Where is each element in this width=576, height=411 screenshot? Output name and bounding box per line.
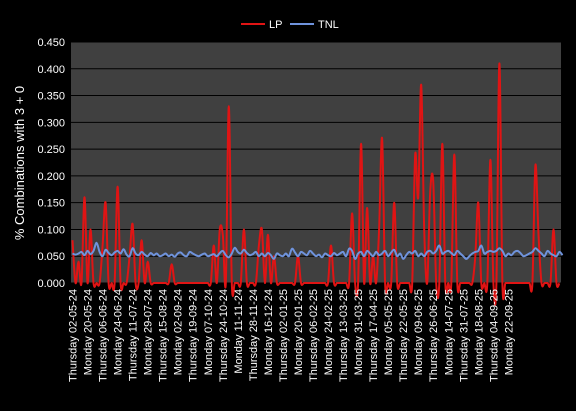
y-axis: 0.000 0.050 0.100 0.150 0.200 0.250 0.300 0.350… <box>37 37 65 290</box>
legend-label-tnl: TNL <box>318 19 339 31</box>
y-tick-label: 0.000 <box>37 278 65 290</box>
x-tick-label: Monday 18-08-25 <box>473 289 485 375</box>
x-tick-label: Thursday 19-09-24 <box>188 289 200 382</box>
x-tick-label: Monday 07-10-24 <box>203 289 215 375</box>
x-tick-label: Thursday 04-09-25 <box>488 289 500 382</box>
x-tick-label: Monday 22-09-25 <box>503 289 515 375</box>
x-tick-label: Thursday 13-03-25 <box>338 289 350 382</box>
x-tick-label: Thursday 31-07-25 <box>458 289 470 382</box>
x-tick-label: Monday 02-09-24 <box>173 289 185 375</box>
x-tick-label: Thursday 24-10-24 <box>218 289 230 382</box>
x-tick-label: Monday 16-12-24 <box>263 289 275 375</box>
x-tick-label: Thursday 26-06-25 <box>428 289 440 382</box>
y-tick-label: 0.350 <box>37 91 65 103</box>
x-tick-label: Thursday 28-11-24 <box>248 289 260 381</box>
series-group <box>71 62 564 306</box>
legend-label-lp: LP <box>269 19 282 31</box>
series-line-lp <box>71 62 561 306</box>
y-tick-label: 0.100 <box>37 224 65 236</box>
y-axis-label: % Combinations with 3 + 0 <box>12 86 27 240</box>
x-tick-label: Thursday 06-06-24 <box>98 289 110 382</box>
x-tick-label: Thursday 17-04-25 <box>368 289 380 382</box>
x-tick-label: Thursday 15-08-24 <box>158 289 170 382</box>
series-line-tnl <box>72 241 564 260</box>
y-tick-label: 0.400 <box>37 64 65 76</box>
x-tick-label: Monday 11-11-24 <box>233 289 245 374</box>
x-tick-label: Monday 29-07-24 <box>143 289 155 375</box>
x-tick-label: Monday 05-05-25 <box>383 289 395 375</box>
x-tick-label: Monday 09-06-25 <box>413 289 425 375</box>
x-tick-label: Thursday 11-07-24 <box>128 289 140 381</box>
y-tick-label: 0.150 <box>37 198 65 210</box>
x-tick-label: Monday 24-02-25 <box>323 289 335 375</box>
legend: LP TNL <box>241 19 339 31</box>
y-tick-label: 0.250 <box>37 144 65 156</box>
y-tick-label: 0.300 <box>37 117 65 129</box>
y-tick-label: 0.200 <box>37 171 65 183</box>
y-tick-label: 0.450 <box>37 37 65 49</box>
x-tick-label: Monday 24-06-24 <box>113 289 125 375</box>
x-axis: Thursday 02-05-24 Monday 20-05-24 Thursday… <box>68 289 516 382</box>
y-tick-label: 0.050 <box>37 251 65 263</box>
x-tick-label: Monday 20-05-24 <box>83 289 95 375</box>
x-tick-label: Thursday 02-05-24 <box>68 289 80 382</box>
x-tick-label: Thursday 02-01-25 <box>278 289 290 382</box>
x-tick-label: Monday 14-07-25 <box>443 289 455 375</box>
x-tick-label: Monday 20-01-25 <box>293 289 305 375</box>
x-tick-label: Thursday 06-02-25 <box>308 289 320 382</box>
x-tick-label: Thursday 22-05-25 <box>398 289 410 382</box>
x-tick-label: Monday 31-03-25 <box>353 289 365 375</box>
